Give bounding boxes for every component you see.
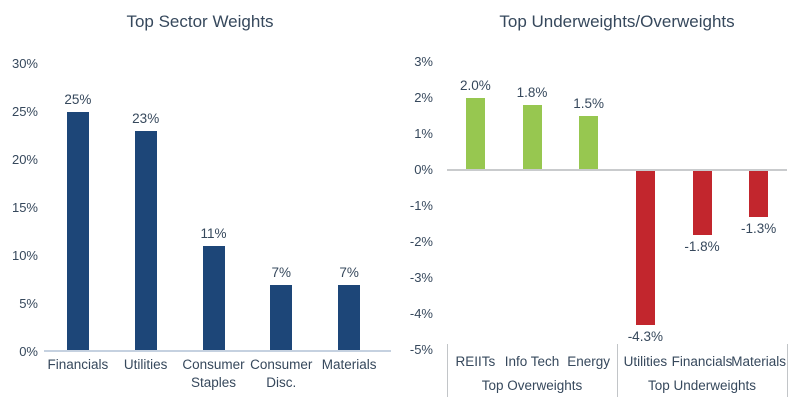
y-axis-tick-label: -1%	[409, 198, 433, 213]
bar-energy	[579, 116, 599, 170]
y-axis-tick-label: 3%	[414, 54, 433, 69]
zero-line	[447, 169, 787, 171]
category-label: Utilities	[123, 357, 168, 372]
bar-value-label: 25%	[64, 92, 92, 107]
y-axis-tick-label: 20%	[11, 152, 38, 167]
bar-value-label: 7%	[271, 264, 292, 280]
bar-utilities	[635, 170, 655, 325]
bar-value-label: 7%	[339, 264, 359, 280]
y-axis-tick-label: 0%	[414, 162, 433, 177]
category-label: Materials	[321, 357, 377, 372]
bar-materials	[338, 284, 361, 352]
x-axis-line	[44, 350, 391, 352]
bar-financials	[692, 170, 712, 235]
bar-utilities	[134, 131, 157, 352]
y-axis-tick-label: 15%	[11, 200, 38, 215]
bar-consumer-disc-	[270, 284, 293, 352]
bar-value-label: 1.5%	[573, 96, 605, 111]
bar-financials	[66, 112, 89, 352]
category-label: Materials	[731, 354, 787, 369]
y-axis-tick-label: -4%	[409, 306, 433, 321]
category-label: Financials	[671, 354, 733, 369]
category-label: Utilities	[623, 354, 668, 369]
bar-value-label: 11%	[200, 226, 227, 242]
bar-value-label: -1.8%	[684, 238, 720, 254]
category-label: Financials	[47, 357, 109, 372]
group-label: Top Underweights	[647, 378, 757, 393]
under-over-weights-title: Top Underweights/Overweights	[499, 12, 735, 31]
bar-value-label: 23%	[132, 111, 160, 127]
category-label: Energy	[567, 354, 611, 369]
y-axis-tick-label: 1%	[414, 126, 433, 141]
bar-value-label: 2.0%	[459, 78, 491, 93]
y-axis-tick-label: -3%	[409, 270, 433, 285]
bar-value-label: -1.3%	[741, 220, 777, 236]
bar-consumer-staples	[202, 246, 225, 352]
bar-value-label: -4.3%	[627, 328, 663, 344]
bar-value-label: 1.8%	[516, 85, 548, 101]
category-label: Consumer Staples	[182, 357, 245, 390]
bar-reiits	[465, 98, 485, 170]
group-divider	[447, 344, 448, 397]
y-axis-tick-label: -2%	[409, 234, 433, 249]
y-axis-tick-label: 2%	[414, 90, 433, 105]
group-label: Top Overweights	[481, 378, 583, 393]
y-axis-tick-label: 10%	[11, 248, 38, 263]
category-label: REIITs	[455, 354, 496, 369]
category-label: Consumer Disc.	[250, 357, 313, 390]
y-axis-tick-label: 0%	[19, 344, 38, 359]
y-axis-tick-label: -5%	[409, 342, 433, 357]
bar-materials	[749, 170, 769, 217]
group-divider	[617, 344, 618, 397]
y-axis-tick-label: 25%	[11, 104, 38, 119]
category-label: Info Tech	[504, 354, 560, 369]
group-divider	[787, 344, 788, 397]
y-axis-tick-label: 5%	[19, 296, 38, 311]
bar-info-tech	[522, 105, 542, 170]
sector-weights-title: Top Sector Weights	[126, 12, 274, 31]
y-axis-tick-label: 30%	[11, 56, 38, 71]
